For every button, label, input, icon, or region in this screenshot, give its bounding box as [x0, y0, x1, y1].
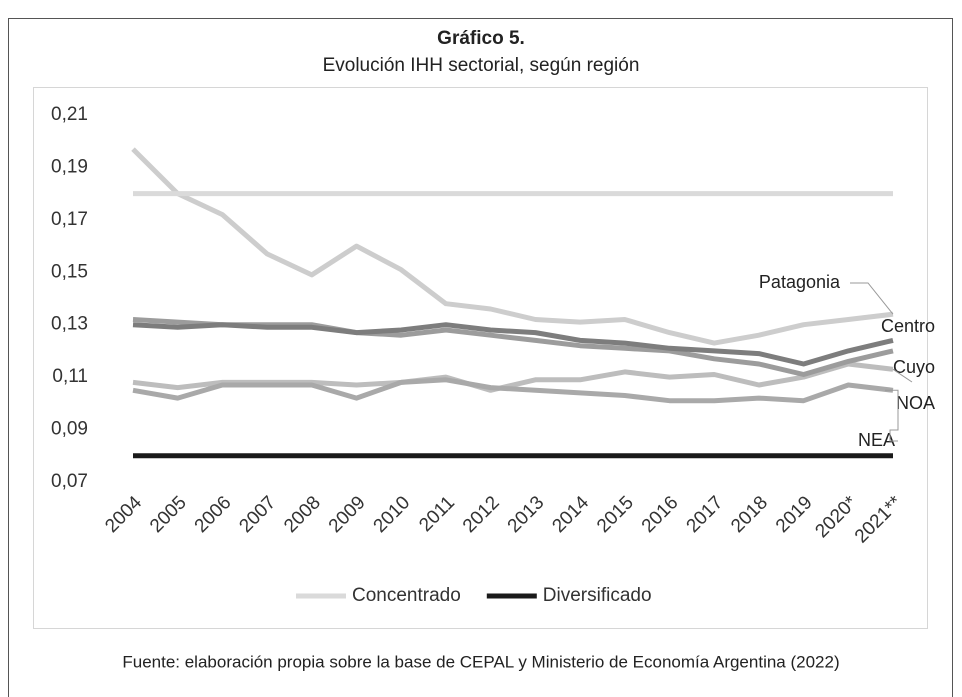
series-label: Cuyo — [893, 357, 935, 377]
chart-title: Gráfico 5. — [437, 28, 525, 49]
y-tick-label: 0,15 — [51, 261, 88, 282]
y-tick-label: 0,19 — [51, 156, 88, 177]
series-line — [132, 377, 894, 404]
series-label: NOA — [896, 393, 935, 413]
x-tick-label: 2007 — [235, 492, 280, 537]
leader-line — [885, 389, 899, 442]
x-tick-label: 2018 — [727, 492, 772, 537]
legend-label: Diversificado — [543, 585, 652, 606]
x-tick-label: 2015 — [593, 492, 638, 537]
y-tick-label: 0,21 — [51, 104, 88, 125]
x-tick-label: 2011 — [415, 492, 459, 536]
series-label: Patagonia — [759, 272, 841, 292]
x-tick-label: 2009 — [325, 492, 370, 537]
y-tick-label: 0,07 — [51, 471, 88, 492]
x-tick-label: 2016 — [638, 492, 683, 537]
x-tick-label: 2012 — [459, 492, 504, 537]
x-tick-label: 2005 — [146, 492, 191, 537]
leader-line — [850, 282, 894, 315]
legend-label: Concentrado — [352, 585, 461, 606]
x-tick-label: 2014 — [548, 492, 593, 537]
series-line — [132, 361, 894, 393]
y-tick-label: 0,11 — [52, 366, 88, 387]
source-note: Fuente: elaboración propia sobre la base… — [122, 652, 839, 671]
series-label: Centro — [881, 316, 935, 336]
x-tick-label: 2019 — [772, 492, 817, 537]
x-tick-label: 2010 — [370, 492, 415, 537]
x-tick-label: 2004 — [101, 492, 146, 537]
x-tick-label: 2017 — [683, 492, 728, 537]
chart-subtitle: Evolución IHH sectorial, según región — [323, 55, 640, 76]
y-tick-label: 0,17 — [51, 209, 88, 230]
y-tick-label: 0,09 — [51, 419, 88, 440]
series-label: NEA — [858, 430, 895, 450]
outer-frame — [8, 18, 953, 697]
x-tick-label: 2006 — [191, 492, 236, 537]
x-tick-label: 2008 — [280, 492, 325, 537]
series-line — [132, 322, 894, 367]
series-line — [131, 147, 894, 346]
chart-frame — [33, 87, 928, 629]
leader-line — [892, 368, 913, 383]
y-tick-label: 0,13 — [51, 314, 88, 335]
x-tick-label: 2021** — [851, 492, 907, 548]
x-tick-label: 2013 — [504, 492, 549, 537]
